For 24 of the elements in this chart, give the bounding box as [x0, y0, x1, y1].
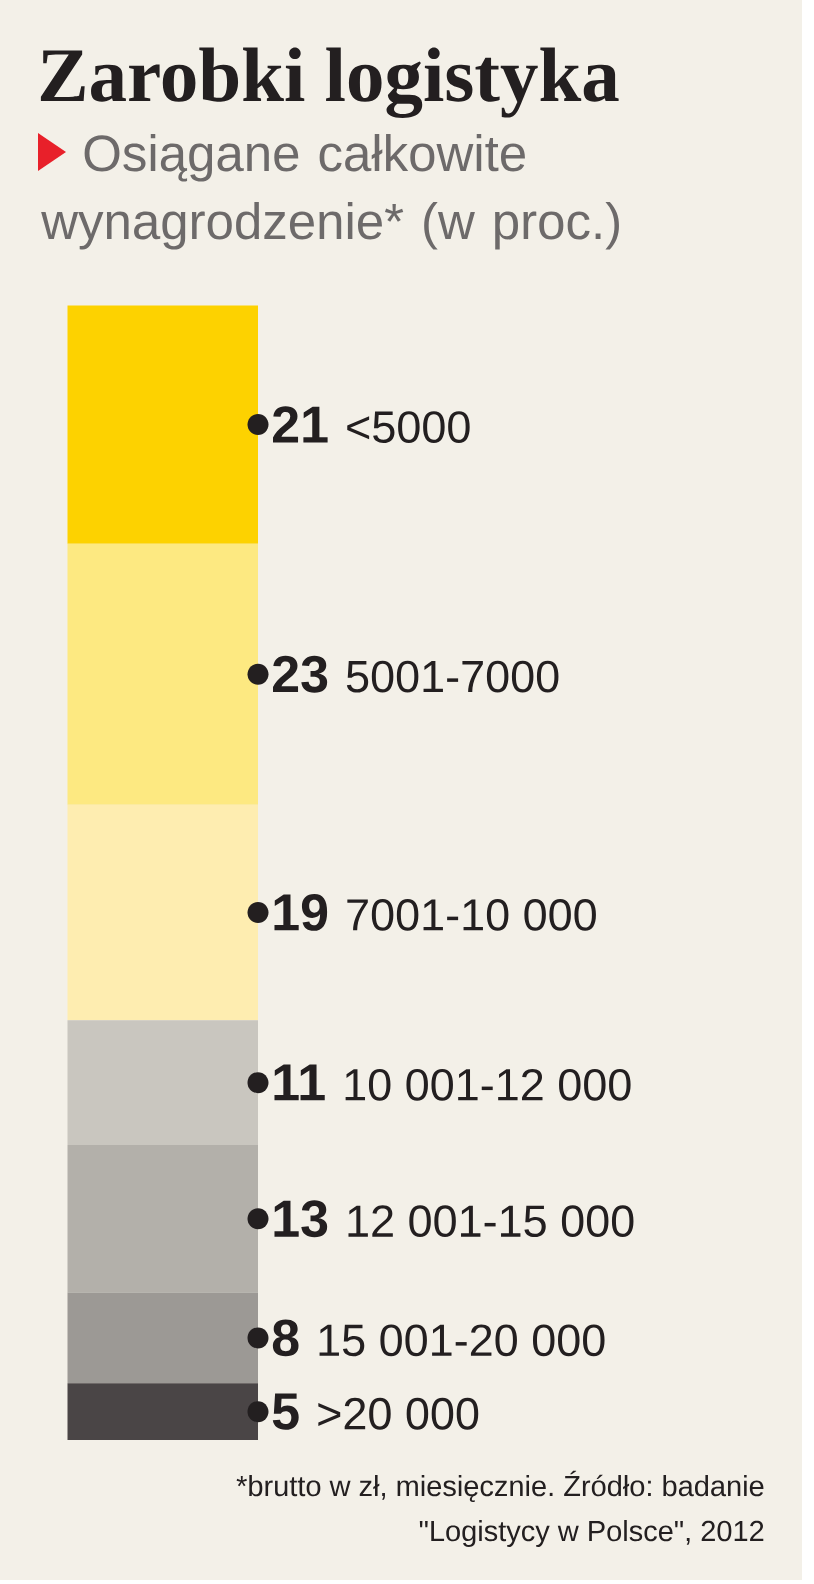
bar	[67, 1145, 259, 1293]
data-label: 5	[272, 1393, 299, 1430]
data-label: 21	[273, 406, 328, 443]
series-label: 15 001-20 000	[319, 1324, 605, 1357]
chart-subtitle: Osiągane całkowite wynagrodzenie* (w proc.)	[41, 134, 619, 250]
series-label: 10 001-12 000	[345, 1068, 631, 1101]
bar	[67, 804, 259, 1021]
bar	[67, 543, 259, 805]
data-label: 13	[274, 1200, 328, 1238]
chart-title: Zarobki logistyka	[40, 47, 619, 118]
text: *brutto w zł, miesięcznie. Źródło: badanie "Logistycy w Polsce", 2012	[236, 1470, 764, 1548]
bar	[67, 1020, 259, 1146]
data-label: 23	[273, 655, 328, 693]
series-label: 7001-10 000	[347, 898, 596, 931]
bar	[67, 1292, 259, 1384]
bar	[67, 1383, 259, 1440]
text: 12 001-15 000	[348, 1205, 634, 1238]
series-label: >20 000	[318, 1397, 479, 1430]
data-label: 8	[272, 1319, 299, 1357]
data-label: 11	[274, 1064, 325, 1101]
series-label: 5001-7000	[346, 660, 559, 693]
data-label: 19	[274, 894, 328, 931]
series-label: <5000	[347, 411, 470, 443]
bar	[67, 305, 259, 544]
